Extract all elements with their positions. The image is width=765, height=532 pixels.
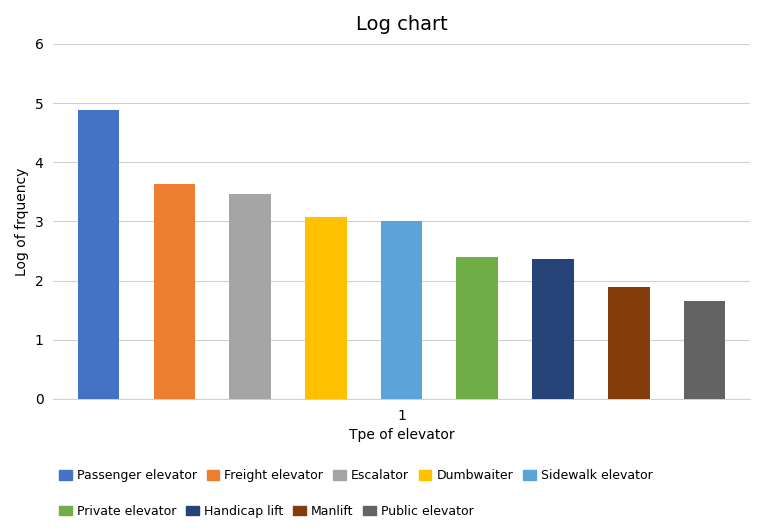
Bar bbox=[305, 217, 347, 399]
Bar bbox=[230, 194, 271, 399]
Bar bbox=[381, 221, 422, 399]
Bar bbox=[457, 257, 498, 399]
X-axis label: Tpe of elevator: Tpe of elevator bbox=[349, 428, 454, 442]
Bar bbox=[532, 259, 574, 399]
Bar bbox=[78, 110, 119, 399]
Bar bbox=[154, 184, 195, 399]
Title: Log chart: Log chart bbox=[356, 15, 448, 34]
Bar bbox=[684, 301, 725, 399]
Bar bbox=[608, 287, 649, 399]
Y-axis label: Log of frquency: Log of frquency bbox=[15, 167, 29, 276]
Legend: Private elevator, Handicap lift, Manlift, Public elevator: Private elevator, Handicap lift, Manlift… bbox=[60, 505, 474, 518]
